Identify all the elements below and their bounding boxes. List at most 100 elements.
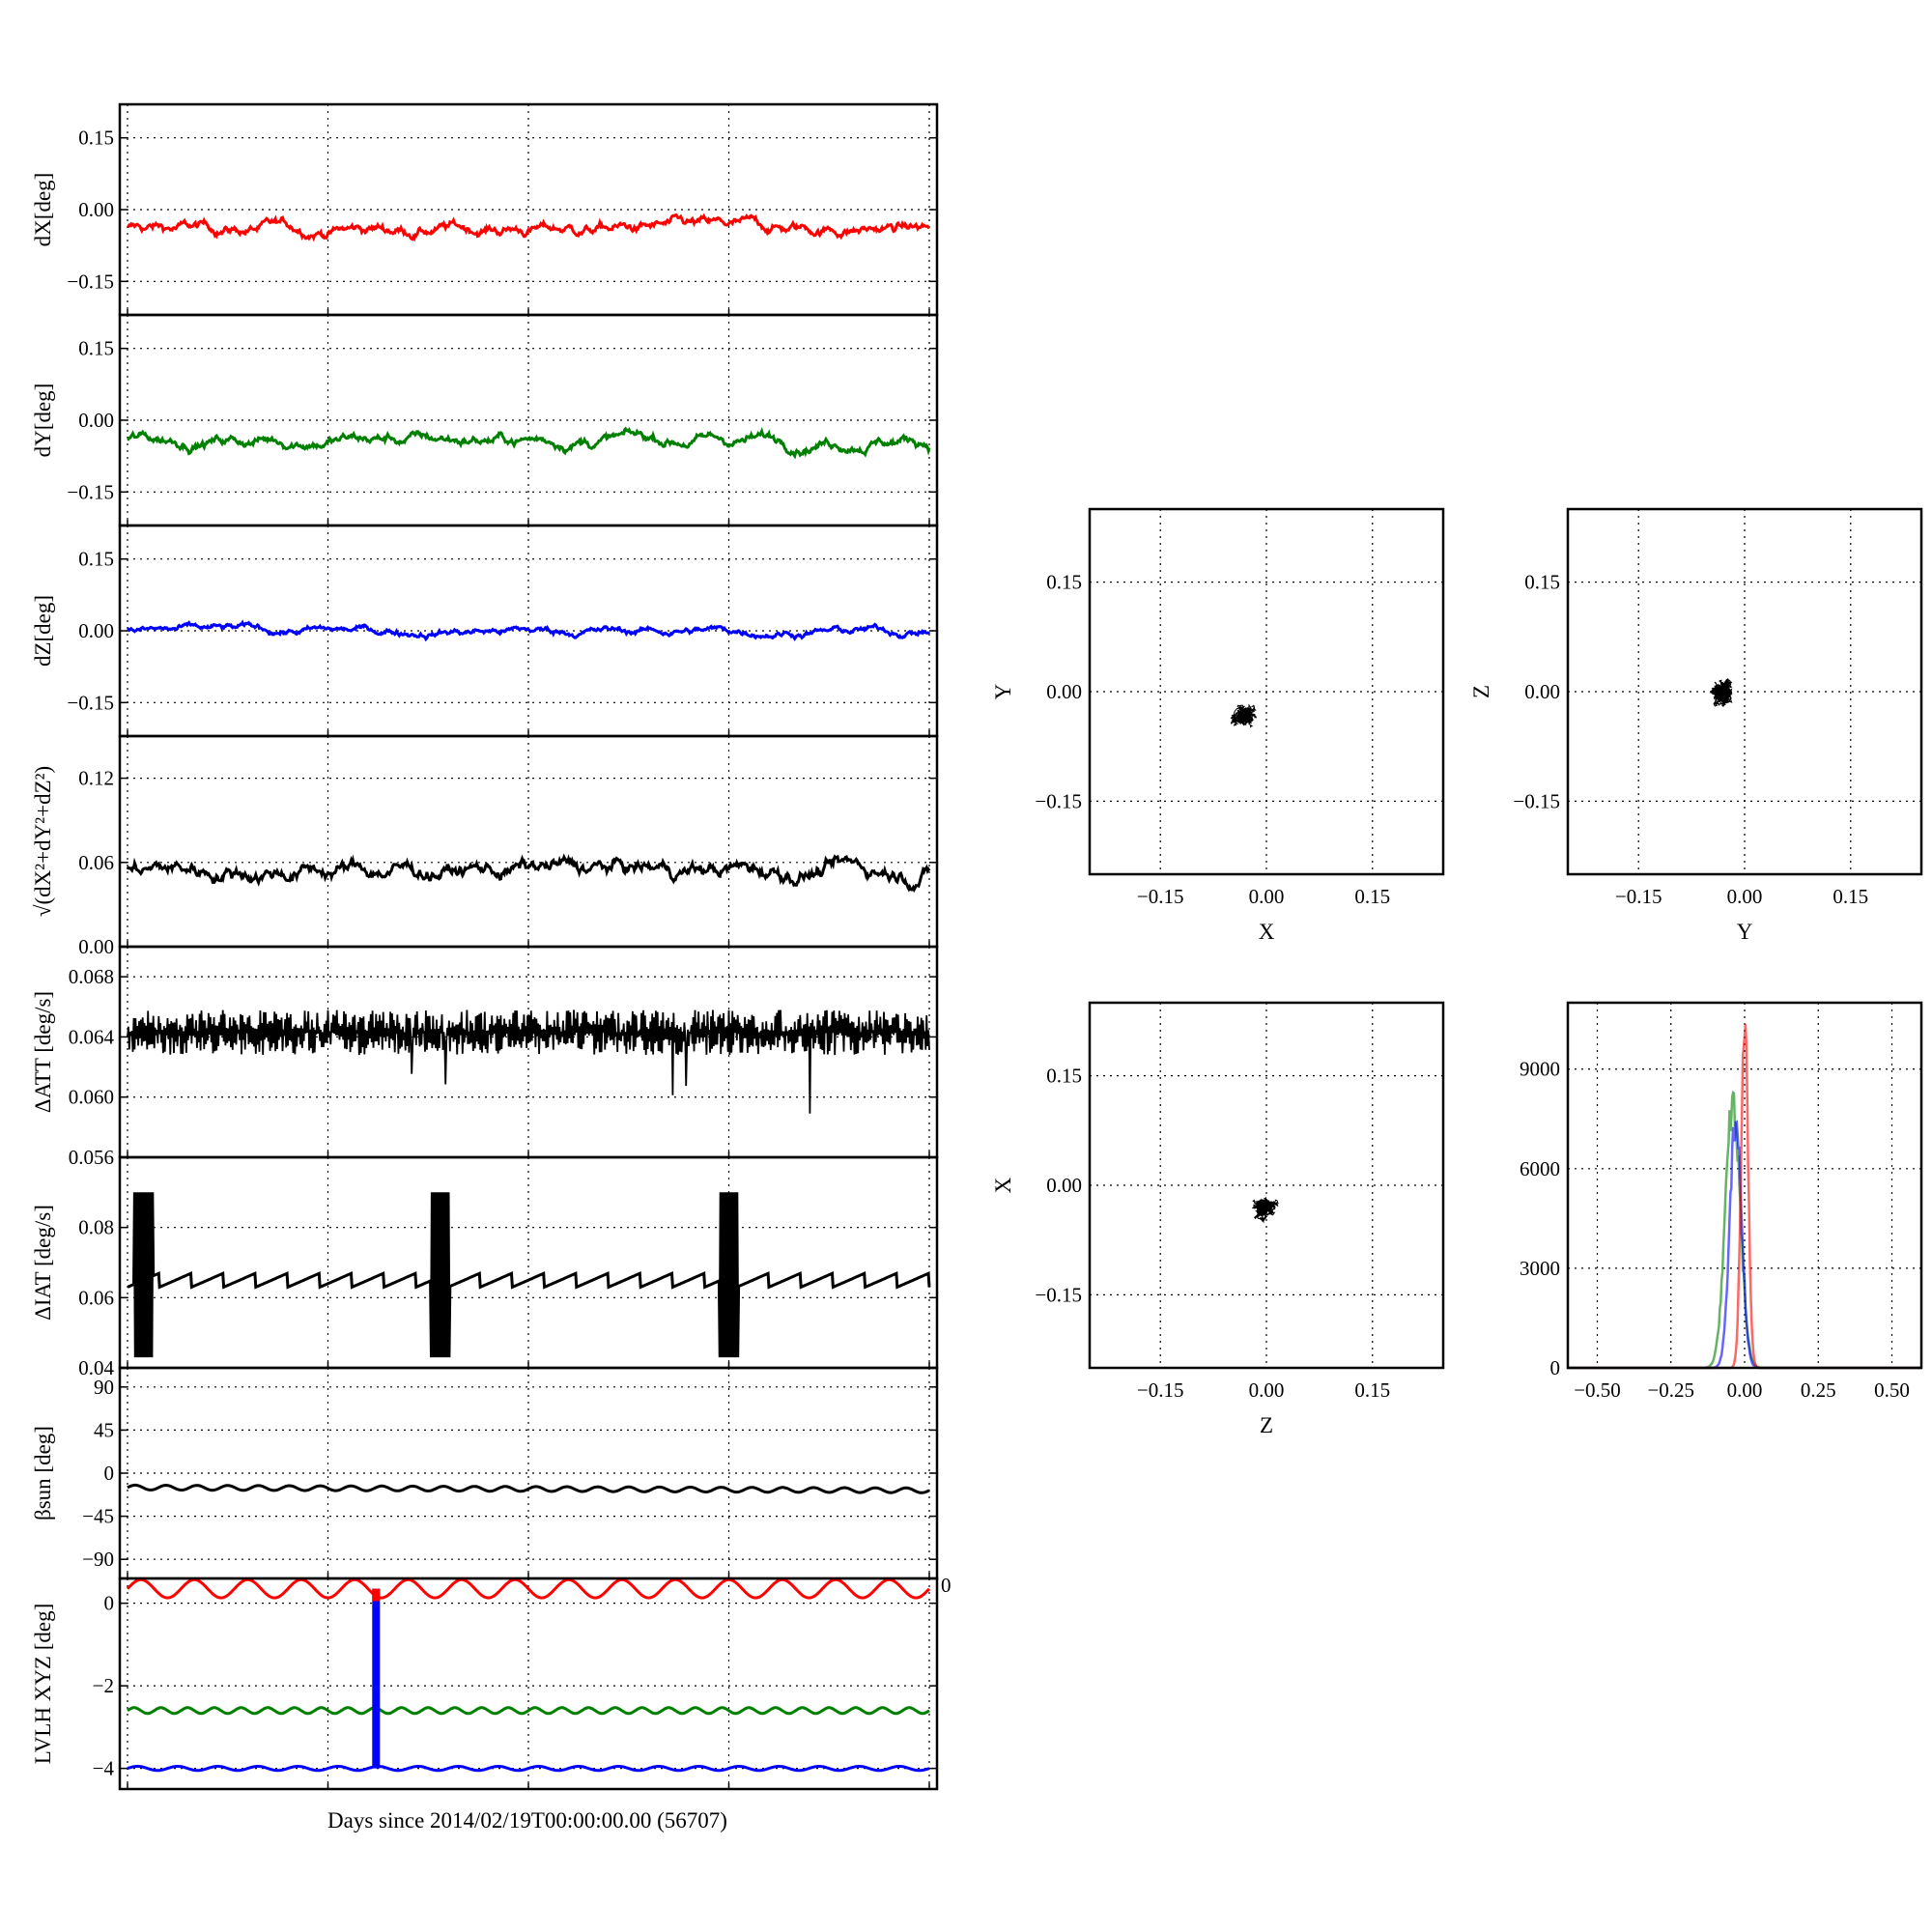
ytick-label: 0.060 — [69, 1086, 114, 1109]
series-line-beta-0 — [127, 1483, 930, 1494]
series-line-datt-0 — [127, 1009, 930, 1114]
xtick-label: 0.00 — [1727, 1378, 1763, 1402]
xtick-label: 0.00 — [1727, 885, 1763, 908]
ytick-label: 0.00 — [1046, 1174, 1082, 1197]
ytick-label: 0.15 — [78, 127, 114, 150]
ytick-label: −45 — [82, 1505, 114, 1528]
ylabel-dr: √(dX²+dY²+dZ²) — [31, 766, 55, 917]
xtick-label: −0.25 — [1647, 1378, 1694, 1402]
panel-frame — [118, 734, 939, 949]
xtick-label: −0.15 — [1137, 1378, 1184, 1402]
ytick-label: −0.15 — [67, 691, 114, 714]
ylabel-dx: dX[deg] — [31, 173, 55, 247]
ytick-label: −0.15 — [67, 270, 114, 293]
xtick-label: 0.00 — [1249, 885, 1285, 908]
series-line-dz-0 — [127, 619, 931, 642]
ytick-label: −0.15 — [1035, 789, 1082, 812]
ylabel-beta: βsun [deg] — [31, 1426, 55, 1520]
ylabel-datt: ΔATT [deg/s] — [31, 991, 55, 1113]
xlabel-scatter_xy: X — [1259, 920, 1275, 944]
panel-scatter_zx: −0.15 0.00 0.15 0.15 0.00 −0.15 Z X — [991, 1001, 1445, 1437]
panel-frame — [118, 1577, 939, 1791]
ylabel-scatter_yz: Z — [1469, 685, 1493, 698]
scatter-trace-scatter_yz — [1710, 677, 1733, 708]
panel-diat: 0.08 0.06 0.04 ΔIAT [deg/s] — [31, 1155, 939, 1379]
ytick-label: −2 — [93, 1674, 114, 1697]
scatter-trace-scatter_xy — [1230, 703, 1258, 728]
panel-dr: 0.12 0.06 0.00 √(dX²+dY²+dZ²) — [31, 734, 939, 958]
xtick-label: −0.15 — [1137, 885, 1184, 908]
panel-beta: 90 45 0 −45 −90 βsun [deg] — [31, 1366, 939, 1580]
panel-frame — [1088, 1001, 1445, 1370]
xlabel-scatter_yz: Y — [1737, 920, 1753, 944]
scatter-trace-scatter_zx — [1252, 1197, 1280, 1224]
ytick-label: 0.15 — [1046, 1065, 1082, 1088]
ytick-label: −0.15 — [1035, 1283, 1082, 1306]
panel-dx: 0.15 0.00 −0.15 dX[deg] — [31, 102, 939, 317]
xtick-label: 0.25 — [1801, 1378, 1836, 1402]
series-line-diat-0 — [127, 1192, 931, 1358]
panel-scatter_yz: −0.15 0.00 0.15 0.15 0.00 −0.15 Y Z — [1469, 507, 1923, 944]
panel-lvlh: 0 −2 −4 0 LVLH XYZ [deg] — [31, 1574, 952, 1791]
ytick-label: 0.00 — [78, 619, 114, 642]
ytick-label: 0 — [104, 1592, 115, 1615]
panel-frame — [1566, 1001, 1923, 1370]
panel-scatter_xy: −0.15 0.00 0.15 0.15 0.00 −0.15 X Y — [991, 507, 1445, 944]
ylabel-scatter_xy: Y — [991, 683, 1015, 699]
ytick-label: 45 — [94, 1418, 114, 1441]
series-line-dx-0 — [126, 213, 930, 242]
xtick-label: −0.15 — [1615, 885, 1662, 908]
xtick-label: −0.50 — [1574, 1378, 1621, 1402]
ytick-label: 0.068 — [69, 965, 114, 988]
ytick-label: 0.15 — [1524, 571, 1560, 594]
ytick-label: 0.06 — [78, 1286, 114, 1309]
panel-frame — [1566, 507, 1923, 876]
ytick-label: 0.056 — [69, 1146, 114, 1169]
ytick-label: 0.064 — [69, 1025, 115, 1048]
series-line-dy-0 — [127, 426, 931, 460]
panel-histogram: −0.50 −0.25 0.00 0.25 0.50 9000 6000 3000 0 — [1520, 1001, 1923, 1402]
ytick-label: 0.00 — [78, 198, 114, 221]
panel-frame — [118, 1155, 939, 1370]
ylabel-dy: dY[deg] — [31, 384, 55, 458]
panel-dy: 0.15 0.00 −0.15 dY[deg] — [31, 313, 939, 527]
ytick-label: −0.15 — [67, 480, 114, 503]
ytick-label: −90 — [82, 1548, 114, 1571]
series-line-dr-0 — [126, 853, 931, 894]
ytick-label: 0.15 — [78, 337, 114, 360]
ytick-label: 0.08 — [78, 1216, 114, 1239]
ytick-label: 0.15 — [1046, 571, 1082, 594]
panel-dz: 0.15 0.00 −0.15 dZ[deg] — [31, 524, 939, 738]
shared-x-axis-label: Days since 2014/02/19T00:00:00.00 (56707… — [327, 1808, 727, 1833]
histogram-series-0 — [1568, 1090, 1921, 1370]
lvlh-right-label: 0 — [941, 1574, 952, 1597]
ytick-label: 0 — [1550, 1356, 1561, 1379]
xtick-label: 0.15 — [1354, 885, 1390, 908]
series-line-lvlh-0 — [126, 1577, 931, 1600]
xtick-label: 0.15 — [1354, 1378, 1390, 1402]
panel-frame — [1088, 507, 1445, 876]
ytick-label: −4 — [93, 1757, 115, 1780]
series-line-lvlh-2 — [127, 1765, 930, 1773]
xlabel-scatter_zx: Z — [1260, 1413, 1273, 1437]
ytick-label: 0.04 — [78, 1356, 114, 1379]
ylabel-scatter_zx: X — [991, 1177, 1015, 1193]
ytick-label: 0.06 — [78, 851, 114, 874]
panel-datt: 0.068 0.064 0.060 0.056 ΔATT [deg/s] — [31, 945, 939, 1169]
ylabel-lvlh: LVLH XYZ [deg] — [31, 1604, 55, 1765]
ytick-label: 9000 — [1520, 1058, 1560, 1081]
xtick-label: 0.15 — [1833, 885, 1868, 908]
ytick-label: 6000 — [1520, 1157, 1560, 1180]
ytick-label: 0.12 — [78, 767, 114, 790]
ytick-label: 0.15 — [78, 548, 114, 571]
xtick-label: 0.50 — [1874, 1378, 1910, 1402]
ytick-label: 0 — [104, 1462, 115, 1485]
ytick-label: 90 — [94, 1376, 114, 1399]
ytick-label: 0.00 — [78, 935, 114, 958]
ytick-label: −0.15 — [1513, 789, 1560, 812]
xtick-label: 0.00 — [1249, 1378, 1285, 1402]
ytick-label: 3000 — [1520, 1257, 1560, 1280]
ytick-label: 0.00 — [1046, 680, 1082, 703]
ylabel-diat: ΔIAT [deg/s] — [31, 1205, 55, 1321]
